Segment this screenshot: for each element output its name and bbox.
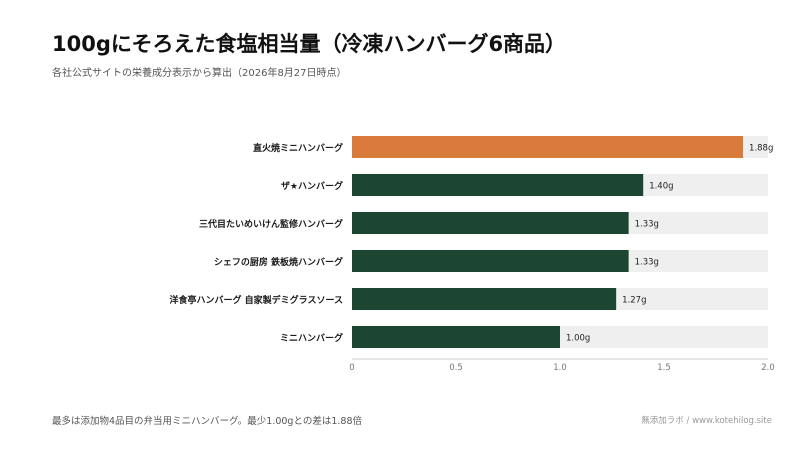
- x-tick-label: 2.0: [761, 363, 775, 373]
- footnote: 最多は添加物4品目の弁当用ミニハンバーグ。最少1.00gとの差は1.88倍: [52, 416, 363, 427]
- x-tick-label: 1.5: [657, 363, 671, 373]
- category-label: シェフの厨房 鉄板焼ハンバーグ: [214, 256, 343, 268]
- data-label: 1.33g: [635, 220, 659, 230]
- bar: [352, 136, 744, 158]
- bar: [352, 288, 617, 310]
- data-label: 1.00g: [566, 334, 590, 344]
- category-label: ザ★ハンバーグ: [281, 180, 343, 192]
- x-tick-label: 0.5: [449, 363, 463, 373]
- data-label: 1.33g: [635, 258, 659, 268]
- category-label: 三代目たいめいけん監修ハンバーグ: [199, 218, 343, 230]
- x-tick-label: 0: [349, 363, 354, 373]
- data-label: 1.40g: [649, 182, 673, 192]
- category-label: ミニハンバーグ: [280, 332, 343, 344]
- bar: [352, 326, 560, 348]
- chart-subtitle: 各社公式サイトの栄養成分表示から算出（2026年8月27日時点）: [52, 68, 347, 79]
- bar: [352, 250, 629, 272]
- chart-title: 100gにそろえた食塩相当量（冷凍ハンバーグ6商品）: [52, 32, 567, 56]
- bar: [352, 174, 644, 196]
- bar: [352, 212, 629, 234]
- source-credit: 無添加ラボ / www.kotehilog.site: [641, 416, 772, 426]
- category-label: 洋食亭ハンバーグ 自家製デミグラスソース: [169, 294, 343, 306]
- data-label: 1.27g: [622, 296, 646, 306]
- category-label: 直火焼ミニハンバーグ: [253, 142, 343, 154]
- data-label: 1.88g: [749, 144, 773, 154]
- x-tick-label: 1.0: [553, 363, 567, 373]
